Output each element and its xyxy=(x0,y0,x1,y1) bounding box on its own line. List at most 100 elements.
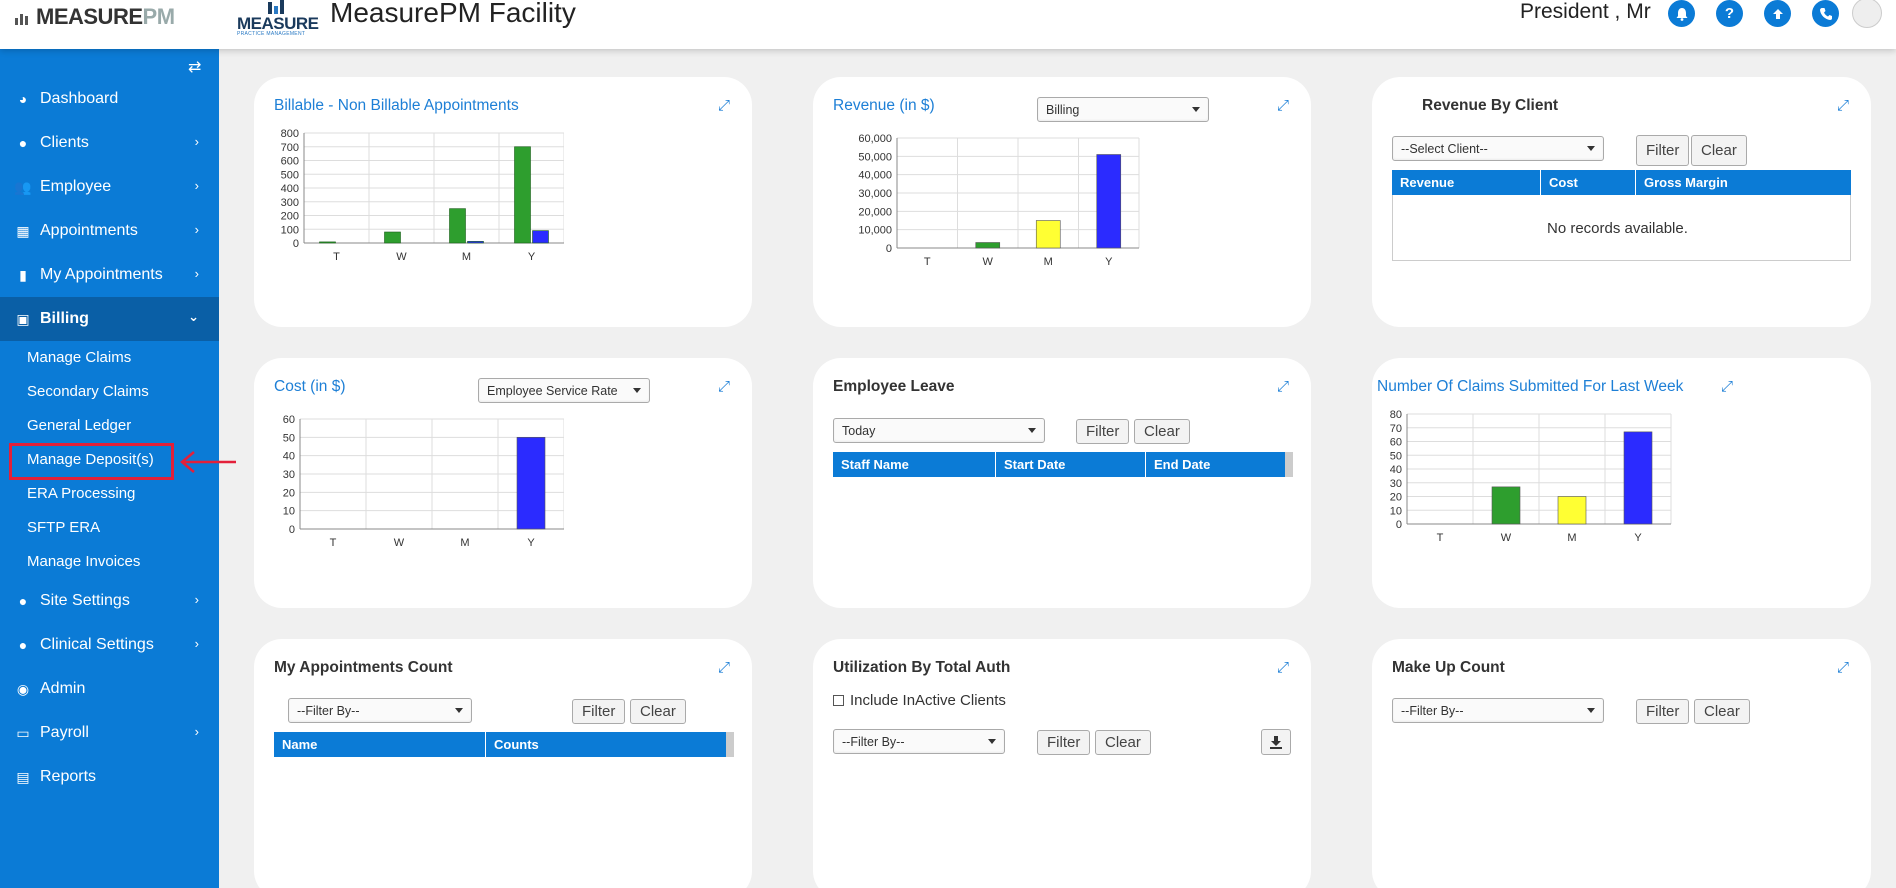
bars-logo-icon xyxy=(15,14,28,25)
sidebar-item-reports[interactable]: ▤ Reports xyxy=(0,757,219,797)
help-icon[interactable]: ? xyxy=(1716,0,1743,27)
bar[interactable] xyxy=(1557,496,1587,525)
expand-icon[interactable]: ⤢ xyxy=(1836,659,1849,676)
clear-button[interactable]: Clear xyxy=(1095,730,1151,755)
grid-header: Name Counts xyxy=(274,732,734,757)
column-header[interactable]: Name xyxy=(274,732,486,757)
expand-icon[interactable]: ⤢ xyxy=(717,659,730,676)
filter-button[interactable]: Filter xyxy=(1076,419,1130,444)
y-tick-label: 70 xyxy=(1390,423,1402,435)
sidebar-sub-manage-deposits[interactable]: Manage Deposit(s) xyxy=(27,451,154,468)
annotation-highlight-box xyxy=(9,443,174,480)
sidebar-item-appointments[interactable]: ▦ Appointments › xyxy=(0,211,219,251)
bar[interactable] xyxy=(1035,220,1061,249)
y-tick-label: 20 xyxy=(1390,492,1402,504)
x-tick-label: Y xyxy=(1634,532,1642,544)
upload-icon[interactable] xyxy=(1764,0,1791,27)
sidebar-item-employee[interactable]: 👥 Employee › xyxy=(0,167,219,207)
makeup-filter-select[interactable]: --Filter By-- xyxy=(1392,698,1604,723)
user-circle-icon: ◉ xyxy=(16,680,30,697)
sidebar-sub-secondary-claims[interactable]: Secondary Claims xyxy=(27,383,149,400)
bar[interactable] xyxy=(1096,154,1122,249)
avatar[interactable] xyxy=(1852,0,1882,28)
card-revenue-by-client: Revenue By Client ⤢ --Select Client-- Fi… xyxy=(1372,77,1871,327)
sidebar-item-label: Billing xyxy=(40,310,89,327)
expand-icon[interactable]: ⤢ xyxy=(1721,378,1734,395)
bar[interactable] xyxy=(449,208,466,244)
sidebar-item-label: Reports xyxy=(40,768,97,785)
expand-icon[interactable]: ⤢ xyxy=(1276,97,1289,114)
leave-period-select[interactable]: Today xyxy=(833,418,1045,443)
bar[interactable] xyxy=(975,242,1001,249)
checkbox-box[interactable] xyxy=(833,695,844,706)
select-value: Today xyxy=(842,424,876,438)
column-header[interactable]: Start Date xyxy=(996,452,1146,477)
bell-icon[interactable] xyxy=(1668,0,1695,27)
filter-button[interactable]: Filter xyxy=(572,699,626,724)
filter-button[interactable]: Filter xyxy=(1037,730,1091,755)
phone-icon[interactable] xyxy=(1812,0,1839,27)
sidebar-sub-sftp-era[interactable]: SFTP ERA xyxy=(27,519,101,536)
sidebar: ⇄ ◕ Dashboard ● Clients › 👥 Employee › ▦… xyxy=(0,49,219,888)
bar[interactable] xyxy=(532,230,549,244)
brand-logo[interactable]: MEASURE PM xyxy=(14,4,175,30)
chart-cost: 0 10 20 30 40 50 60 T W M Y xyxy=(283,414,564,549)
column-header[interactable]: End Date xyxy=(1154,457,1211,472)
column-header[interactable]: Revenue xyxy=(1392,170,1541,195)
card-title: Billable - Non Billable Appointments xyxy=(274,97,519,114)
filter-button[interactable]: Filter xyxy=(1636,699,1690,724)
revenue-select[interactable]: Billing xyxy=(1037,97,1209,122)
column-header[interactable]: Staff Name xyxy=(833,452,996,477)
expand-icon[interactable]: ⤢ xyxy=(717,378,730,395)
sidebar-sub-manage-claims[interactable]: Manage Claims xyxy=(27,349,132,366)
brand-text: MEASURE xyxy=(36,4,143,29)
card-claims-submitted: Number Of Claims Submitted For Last Week… xyxy=(1372,358,1871,608)
cost-select[interactable]: Employee Service Rate xyxy=(478,378,650,403)
clear-button[interactable]: Clear xyxy=(1134,419,1190,444)
client-select[interactable]: --Select Client-- xyxy=(1392,136,1604,161)
column-header[interactable]: Gross Margin xyxy=(1644,175,1728,190)
bar[interactable] xyxy=(1491,486,1521,525)
bar[interactable] xyxy=(384,231,401,244)
sidebar-item-payroll[interactable]: ▭ Payroll › xyxy=(0,713,219,753)
clear-button[interactable]: Clear xyxy=(1691,135,1747,166)
download-icon[interactable] xyxy=(1261,729,1291,755)
sidebar-item-clients[interactable]: ● Clients › xyxy=(0,123,219,163)
filter-button[interactable]: Filter xyxy=(1636,135,1690,166)
y-tick-label: 50,000 xyxy=(858,151,892,163)
expand-icon[interactable]: ⤢ xyxy=(1276,659,1289,676)
sidebar-item-admin[interactable]: ◉ Admin xyxy=(0,669,219,709)
clear-button[interactable]: Clear xyxy=(1694,699,1750,724)
user-icon: ● xyxy=(18,637,28,653)
sidebar-item-dashboard[interactable]: ◕ Dashboard xyxy=(0,79,219,119)
expand-icon[interactable]: ⤢ xyxy=(1276,378,1289,395)
appt-filter-select[interactable]: --Filter By-- xyxy=(288,698,472,723)
bar[interactable] xyxy=(514,146,531,244)
include-inactive-checkbox[interactable]: Include InActive Clients xyxy=(833,692,1006,709)
card-employee-leave: Employee Leave ⤢ Today Filter Clear Staf… xyxy=(813,358,1311,608)
sidebar-sub-manage-invoices[interactable]: Manage Invoices xyxy=(27,553,141,570)
sidebar-toggle-icon[interactable]: ⇄ xyxy=(188,59,202,76)
select-value: --Select Client-- xyxy=(1401,142,1488,156)
sidebar-item-my-appointments[interactable]: ▮ My Appointments › xyxy=(0,255,219,295)
select-value: Employee Service Rate xyxy=(487,384,618,398)
clear-button[interactable]: Clear xyxy=(630,699,686,724)
bar[interactable] xyxy=(1623,431,1653,525)
column-header[interactable]: Cost xyxy=(1541,170,1636,195)
sidebar-sub-era-processing[interactable]: ERA Processing xyxy=(27,485,136,502)
user-name[interactable]: President , Mr xyxy=(1520,0,1651,23)
annotation-arrow-icon xyxy=(180,451,236,473)
user-icon: ● xyxy=(18,593,28,609)
bar[interactable] xyxy=(516,437,546,530)
y-tick-label: 10 xyxy=(283,506,295,518)
sidebar-sub-general-ledger[interactable]: General Ledger xyxy=(27,417,132,434)
sidebar-item-clinical-settings[interactable]: ● Clinical Settings › xyxy=(0,625,219,665)
column-header[interactable]: Counts xyxy=(494,737,539,752)
expand-icon[interactable]: ⤢ xyxy=(1836,97,1849,114)
util-filter-select[interactable]: --Filter By-- xyxy=(833,729,1005,754)
bar[interactable] xyxy=(319,241,336,244)
sidebar-item-billing[interactable]: ▣ Billing ⌄ xyxy=(0,297,219,341)
expand-icon[interactable]: ⤢ xyxy=(717,97,730,114)
bar[interactable] xyxy=(467,241,484,244)
sidebar-item-site-settings[interactable]: ● Site Settings › xyxy=(0,581,219,621)
